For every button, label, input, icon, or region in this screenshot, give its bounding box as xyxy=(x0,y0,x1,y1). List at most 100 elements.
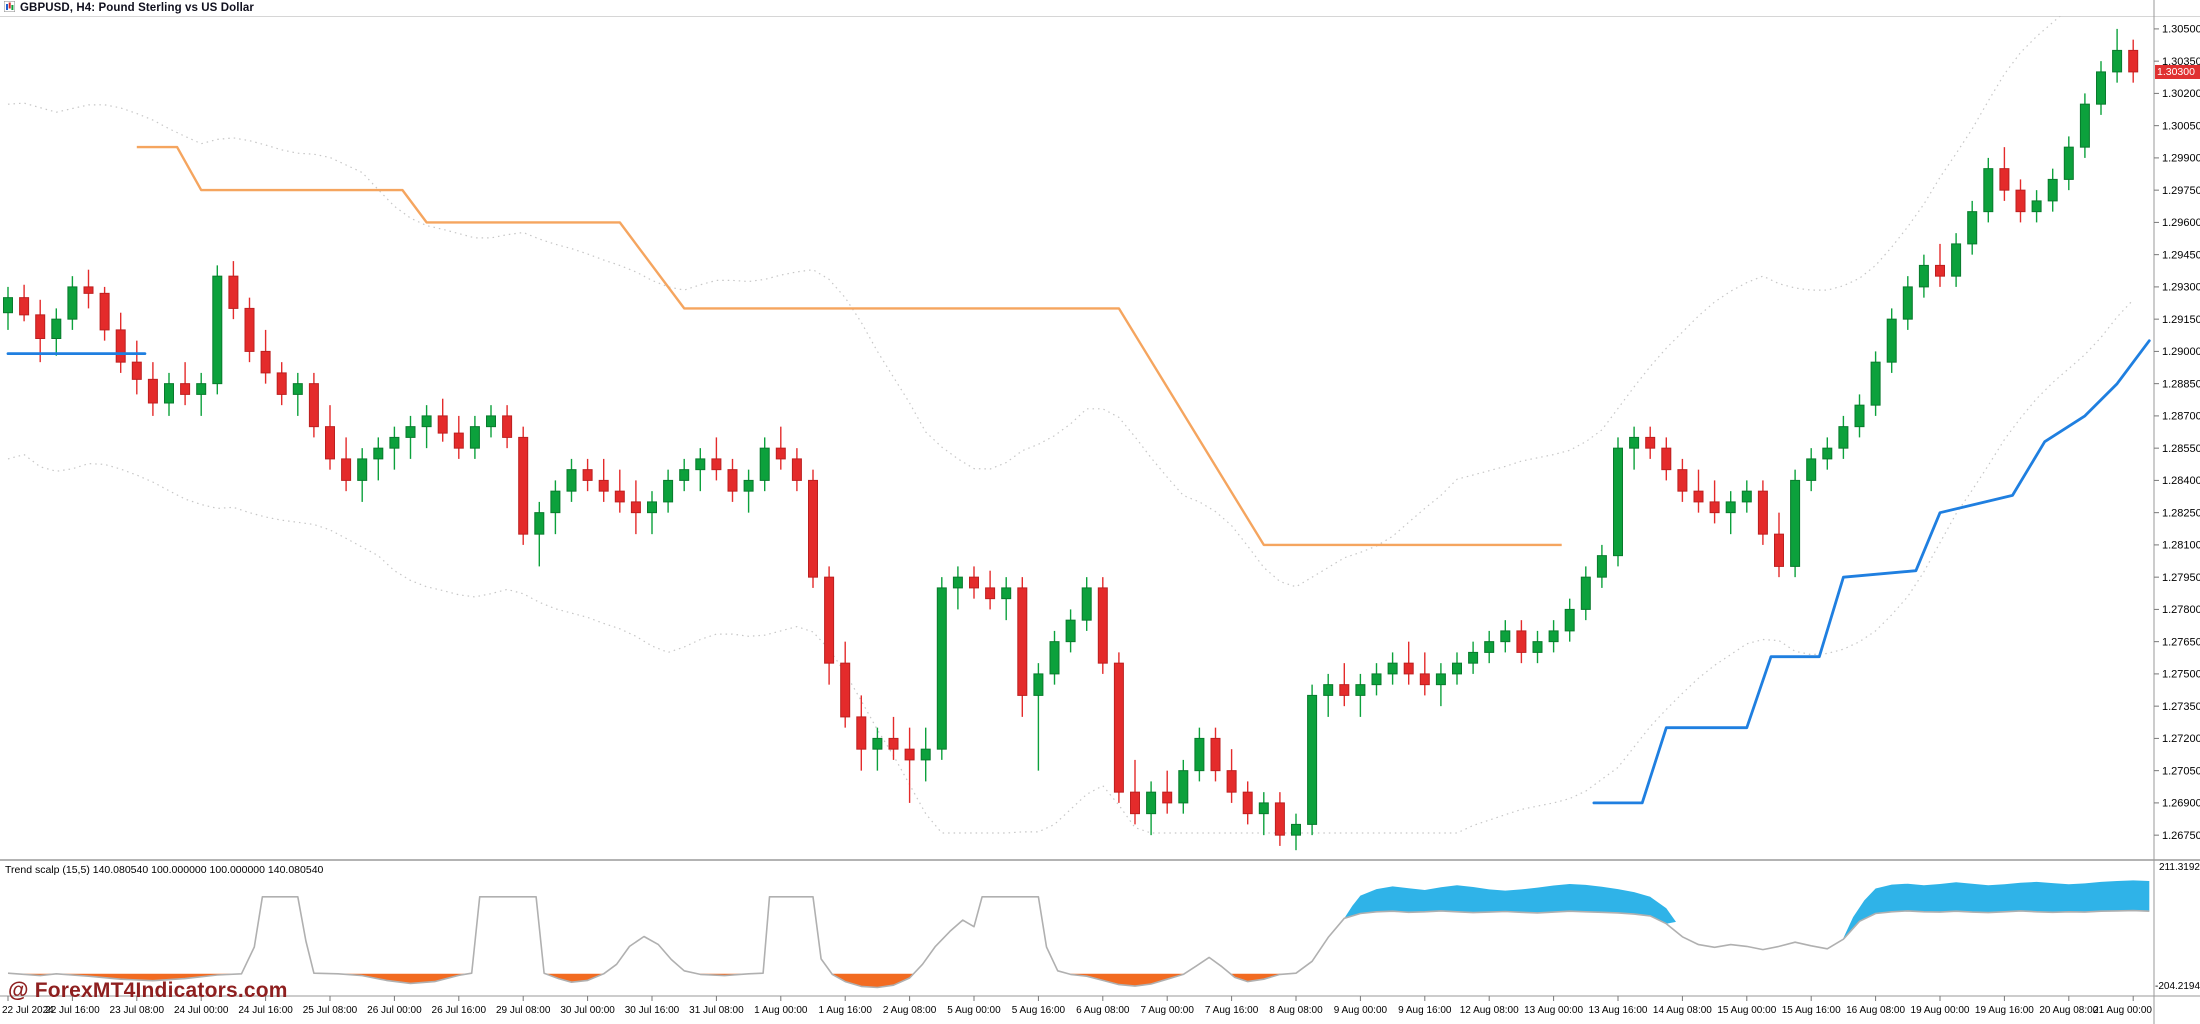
price-axis-label: 1.27350 xyxy=(2162,701,2200,713)
candle-body xyxy=(1403,662,1414,675)
indicator-blue-fill xyxy=(1344,884,1676,924)
candle-body xyxy=(19,297,30,316)
price-axis-label: 1.29000 xyxy=(2162,346,2200,358)
price-axis-label: 1.30350 xyxy=(2162,56,2200,68)
candle-body xyxy=(373,447,384,460)
indicator-orange-fill xyxy=(1068,973,1185,987)
time-axis-label[interactable]: 19 Aug 16:00 xyxy=(1975,1005,2034,1016)
price-axis-label: 1.29750 xyxy=(2162,185,2200,197)
time-axis-label[interactable]: 25 Jul 08:00 xyxy=(303,1005,358,1016)
candle-body xyxy=(1307,694,1318,825)
time-axis-label[interactable]: 9 Aug 00:00 xyxy=(1334,1005,1388,1016)
candle-body xyxy=(743,479,754,492)
time-axis-label[interactable]: 7 Aug 16:00 xyxy=(1205,1005,1259,1016)
candle-body xyxy=(711,458,722,471)
candle-body xyxy=(244,307,255,352)
time-axis-label[interactable]: 21 Aug 00:00 xyxy=(2093,1005,2152,1016)
candle-body xyxy=(582,469,593,481)
candle-body xyxy=(2096,71,2106,105)
candle-body xyxy=(791,458,802,481)
time-axis-label[interactable]: 2 Aug 08:00 xyxy=(883,1005,937,1016)
candle-body xyxy=(630,501,641,514)
candle-body xyxy=(1081,587,1092,621)
time-axis-label[interactable]: 22 Jul 16:00 xyxy=(45,1005,100,1016)
candle-body xyxy=(824,576,835,664)
time-axis-label[interactable]: 6 Aug 08:00 xyxy=(1076,1005,1130,1016)
time-axis-label[interactable]: 12 Aug 08:00 xyxy=(1460,1005,1519,1016)
price-axis-label: 1.29150 xyxy=(2162,314,2200,326)
candle-body xyxy=(1709,501,1720,514)
candle-body xyxy=(1323,684,1334,696)
candle-body xyxy=(1999,168,2010,191)
candle-body xyxy=(1967,211,1978,245)
time-axis-label[interactable]: 13 Aug 00:00 xyxy=(1524,1005,1583,1016)
time-axis-label[interactable]: 30 Jul 00:00 xyxy=(560,1005,615,1016)
candle-body xyxy=(1146,791,1157,815)
time-axis-label[interactable]: 14 Aug 08:00 xyxy=(1653,1005,1712,1016)
time-axis-label[interactable]: 29 Jul 08:00 xyxy=(496,1005,551,1016)
blue-trailing-stop-line xyxy=(1592,339,2151,805)
time-axis-label[interactable]: 9 Aug 16:00 xyxy=(1398,1005,1452,1016)
time-axis-label[interactable]: 22 Jul 2024 xyxy=(2,1005,54,1016)
price-axis-label: 1.29300 xyxy=(2162,282,2200,294)
time-axis-label[interactable]: 23 Jul 08:00 xyxy=(110,1005,165,1016)
candle-body xyxy=(1291,823,1301,836)
candle-body xyxy=(1629,436,1640,449)
time-axis-label[interactable]: 1 Aug 16:00 xyxy=(819,1005,873,1016)
candle-body xyxy=(936,587,947,750)
price-axis-label: 1.29450 xyxy=(2162,249,2200,261)
candle-body xyxy=(1902,286,1913,320)
candle-body xyxy=(341,458,352,481)
candle-body xyxy=(1918,264,1929,288)
lower-channel-dotted-line xyxy=(7,299,2134,834)
time-axis-label[interactable]: 20 Aug 08:00 xyxy=(2039,1005,2098,1016)
candle-body xyxy=(566,469,577,492)
candle-body xyxy=(405,426,416,438)
chart-title-bar: GBPUSD, H4: Pound Sterling vs US Dollar xyxy=(0,0,2200,17)
time-axis-label[interactable]: 5 Aug 16:00 xyxy=(1012,1005,1066,1016)
time-axis-label[interactable]: 19 Aug 00:00 xyxy=(1911,1005,1970,1016)
price-axis-label: 1.27500 xyxy=(2162,669,2200,681)
candle-body xyxy=(260,350,271,374)
time-axis-label[interactable]: 31 Jul 08:00 xyxy=(689,1005,744,1016)
candle-body xyxy=(1339,684,1350,696)
indicator-orange-fill xyxy=(831,973,914,988)
candle-body xyxy=(1564,608,1575,632)
candle-body xyxy=(663,479,674,503)
time-axis-label[interactable]: 30 Jul 16:00 xyxy=(625,1005,680,1016)
price-axis-label: 1.27050 xyxy=(2162,765,2200,777)
time-axis-label[interactable]: 15 Aug 00:00 xyxy=(1717,1005,1776,1016)
time-axis-label[interactable]: 7 Aug 00:00 xyxy=(1141,1005,1195,1016)
candle-body xyxy=(51,318,62,339)
time-axis-label[interactable]: 16 Aug 08:00 xyxy=(1846,1005,1905,1016)
indicator-orange-fill xyxy=(545,973,604,983)
candle-body xyxy=(2047,178,2058,202)
time-axis-label[interactable]: 1 Aug 00:00 xyxy=(754,1005,808,1016)
main-chart-area xyxy=(3,16,2151,851)
candle-body xyxy=(1613,447,1623,557)
time-axis-label[interactable]: 24 Jul 16:00 xyxy=(238,1005,293,1016)
candle-body xyxy=(2031,200,2042,213)
time-axis-label[interactable]: 26 Jul 16:00 xyxy=(432,1005,487,1016)
candle-body xyxy=(1162,791,1173,804)
time-axis-label[interactable]: 5 Aug 00:00 xyxy=(947,1005,1001,1016)
time-axis-label[interactable]: 26 Jul 00:00 xyxy=(367,1005,422,1016)
candle-body xyxy=(276,372,287,395)
candle-body xyxy=(357,458,368,481)
candle-body xyxy=(598,479,609,492)
candle-body xyxy=(1242,791,1253,815)
candle-body xyxy=(2079,103,2090,148)
candle-body xyxy=(1854,404,1865,428)
candle-body xyxy=(1452,662,1462,675)
candle-body xyxy=(389,436,400,449)
time-axis-label[interactable]: 8 Aug 08:00 xyxy=(1269,1005,1323,1016)
candle-body xyxy=(840,662,851,718)
time-axis-label[interactable]: 15 Aug 16:00 xyxy=(1782,1005,1841,1016)
candle-body xyxy=(695,458,706,471)
candle-body xyxy=(1596,555,1607,578)
time-axis-label[interactable]: 13 Aug 16:00 xyxy=(1589,1005,1648,1016)
price-axis-label: 1.28850 xyxy=(2162,378,2200,390)
time-axis-label[interactable]: 24 Jul 00:00 xyxy=(174,1005,229,1016)
price-axis-label: 1.28550 xyxy=(2162,443,2200,455)
